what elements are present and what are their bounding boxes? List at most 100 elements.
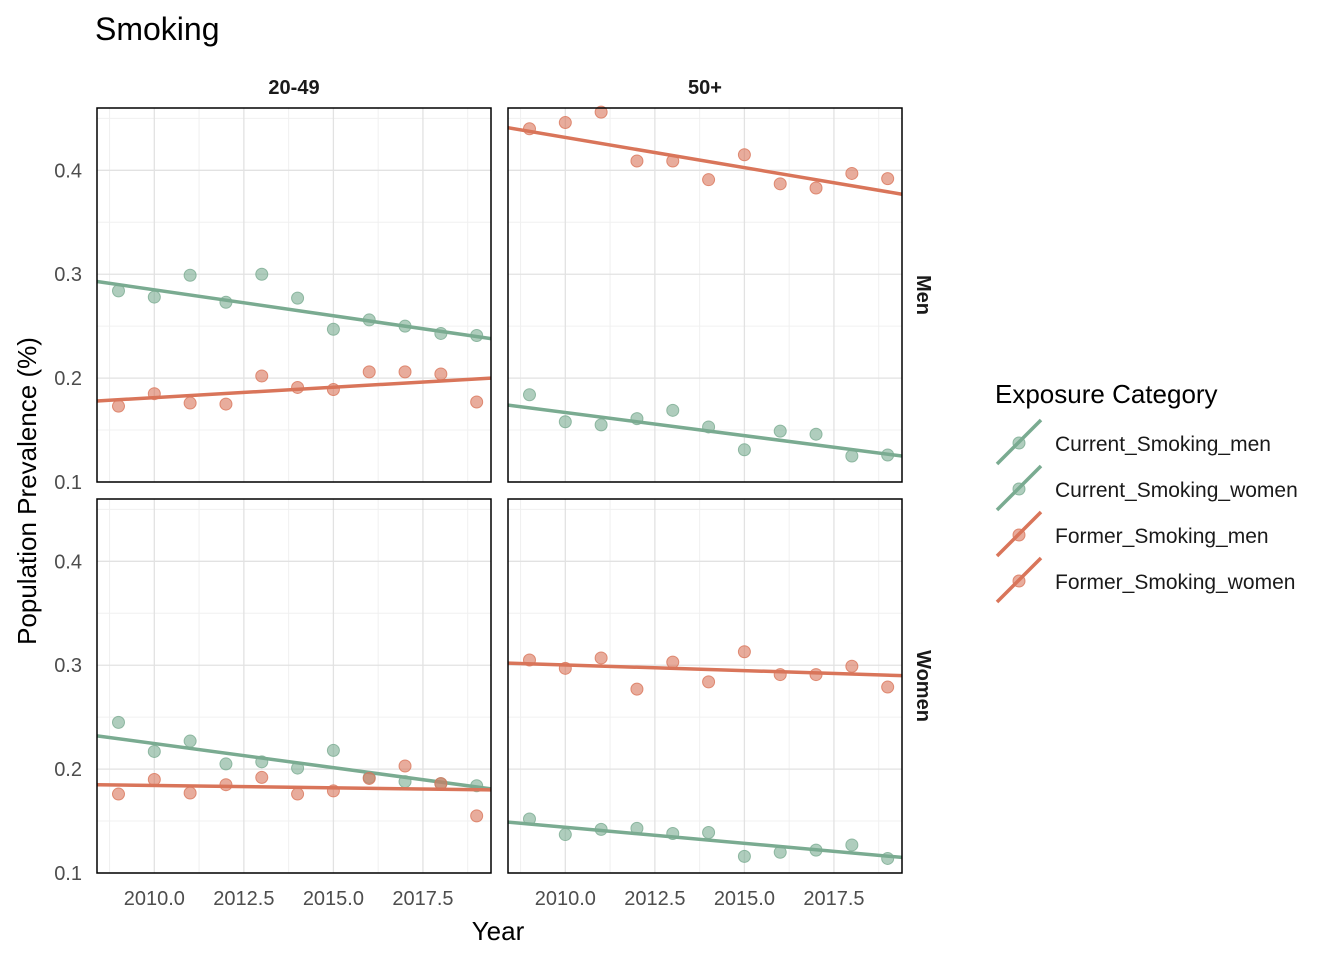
data-point <box>594 105 608 119</box>
data-series <box>507 645 903 696</box>
y-tick-label: 0.3 <box>54 264 82 286</box>
data-point <box>398 759 412 773</box>
data-point <box>522 812 536 826</box>
y-tick-label: 0.3 <box>54 655 82 677</box>
data-point <box>326 322 340 336</box>
data-point <box>809 668 823 682</box>
data-point <box>809 181 823 195</box>
data-point <box>147 387 161 401</box>
data-point <box>398 319 412 333</box>
data-point <box>702 173 716 187</box>
data-point <box>881 172 895 186</box>
data-point <box>362 365 376 379</box>
data-point <box>630 821 644 835</box>
data-point <box>291 787 305 801</box>
data-point <box>255 770 269 784</box>
facet-row-label: Men <box>912 275 934 315</box>
data-point <box>470 329 484 343</box>
legend-title: Exposure Category <box>995 379 1218 409</box>
data-point <box>219 778 233 792</box>
data-point <box>773 424 787 438</box>
data-point <box>470 809 484 823</box>
data-point <box>737 148 751 162</box>
x-tick-label: 2012.5 <box>624 888 685 910</box>
legend-label: Former_Smoking_women <box>1055 571 1295 594</box>
legend-key-point <box>1012 436 1026 450</box>
data-point <box>255 267 269 281</box>
data-point <box>702 825 716 839</box>
data-point <box>362 313 376 327</box>
data-point <box>183 734 197 748</box>
data-point <box>737 849 751 863</box>
trend-line <box>507 820 903 860</box>
data-point <box>666 403 680 417</box>
legend-label: Current_Smoking_men <box>1055 433 1271 456</box>
data-point <box>255 755 269 769</box>
data-point <box>183 786 197 800</box>
y-tick-label: 0.2 <box>54 759 82 781</box>
data-point <box>773 668 787 682</box>
data-point <box>558 828 572 842</box>
x-tick-label: 2015.0 <box>714 888 775 910</box>
data-point <box>111 399 125 413</box>
data-point <box>398 365 412 379</box>
data-point <box>630 412 644 426</box>
data-series <box>96 759 492 823</box>
data-point <box>594 418 608 432</box>
data-point <box>594 651 608 665</box>
data-point <box>522 653 536 667</box>
data-point <box>398 775 412 789</box>
legend-key-point <box>1012 528 1026 542</box>
legend-key-point <box>1012 574 1026 588</box>
x-tick-label: 2012.5 <box>213 888 274 910</box>
facet-row-label: Women <box>912 650 934 722</box>
data-point <box>845 166 859 180</box>
legend-key <box>995 510 1043 558</box>
data-point <box>666 154 680 168</box>
data-point <box>522 388 536 402</box>
data-point <box>147 773 161 786</box>
y-tick-label: 0.4 <box>54 551 82 573</box>
data-point <box>219 397 233 411</box>
data-point <box>845 449 859 463</box>
x-axis-label: Year <box>472 916 525 946</box>
legend-key <box>995 556 1043 604</box>
data-point <box>630 154 644 168</box>
legend-key <box>995 464 1043 512</box>
legend-label: Former_Smoking_men <box>1055 525 1269 548</box>
data-point <box>362 771 376 785</box>
facet-panel <box>96 498 492 874</box>
data-point <box>326 743 340 757</box>
chart-title: Smoking <box>95 11 220 47</box>
panel-border <box>507 107 903 483</box>
data-point <box>291 380 305 394</box>
y-tick-label: 0.1 <box>54 863 82 885</box>
data-point <box>147 744 161 758</box>
data-point <box>183 268 197 282</box>
data-point <box>219 295 233 309</box>
x-tick-label: 2017.5 <box>803 888 864 910</box>
data-point <box>845 659 859 673</box>
data-point <box>773 845 787 859</box>
data-point <box>111 715 125 729</box>
data-point <box>326 784 340 798</box>
data-point <box>111 787 125 801</box>
data-point <box>470 395 484 409</box>
data-point <box>326 383 340 397</box>
legend-key <box>995 418 1043 466</box>
data-series <box>507 388 903 463</box>
data-point <box>255 369 269 383</box>
data-point <box>881 680 895 694</box>
legend-label: Current_Smoking_women <box>1055 479 1298 502</box>
data-point <box>434 777 448 791</box>
trend-line <box>96 734 492 791</box>
trend-line <box>507 661 903 678</box>
y-tick-label: 0.1 <box>54 472 82 494</box>
data-point <box>630 682 644 696</box>
data-point <box>702 420 716 434</box>
data-series <box>507 812 903 865</box>
data-point <box>809 843 823 857</box>
y-tick-label: 0.4 <box>54 160 82 182</box>
panel-border <box>96 498 492 874</box>
data-point <box>845 838 859 852</box>
